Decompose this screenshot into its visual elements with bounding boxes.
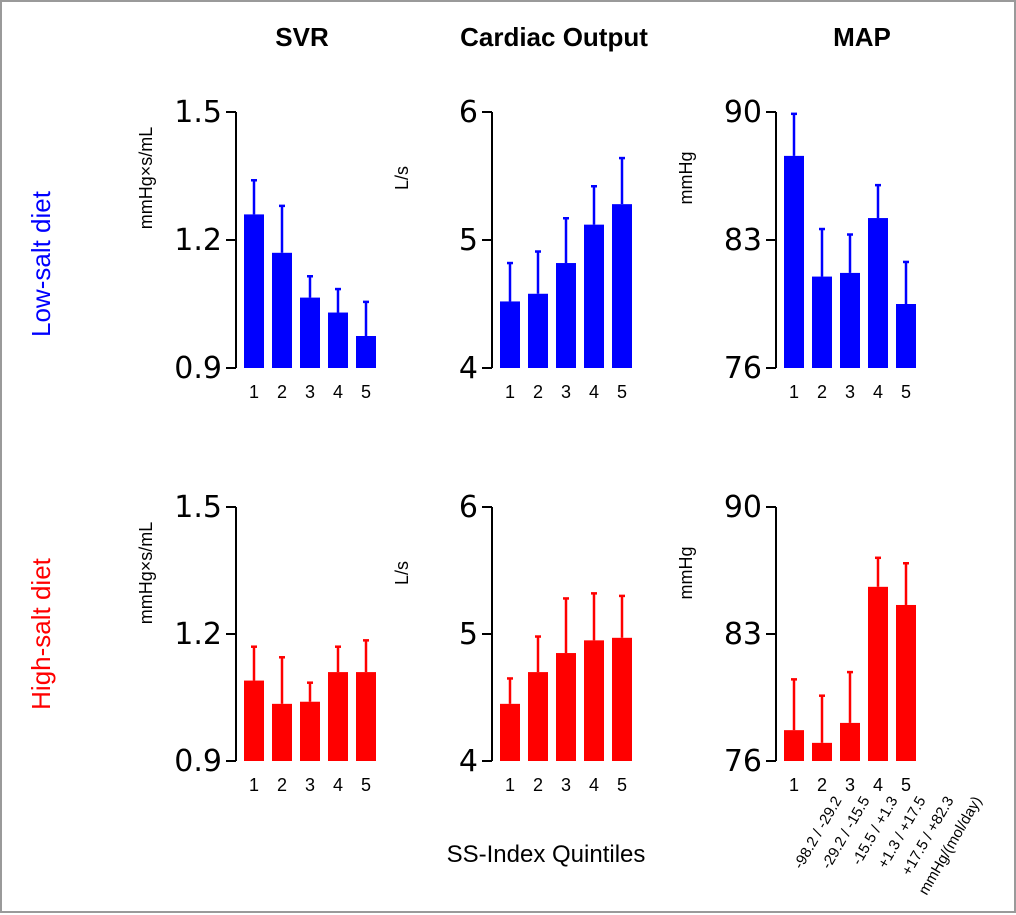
bar (896, 304, 916, 368)
bar (840, 722, 860, 761)
chart-svr-low-salt: 0.9 1.2 1.5 mmHg×s/mL 1 2 3 4 5 (136, 95, 376, 402)
y-tick-label: 1.5 (174, 490, 222, 525)
x-tick-label: 3 (845, 775, 855, 795)
bar (868, 586, 888, 761)
x-tick-label: 3 (305, 382, 315, 402)
x-tick-label: 2 (533, 775, 543, 795)
bar (356, 672, 376, 761)
y-tick-label: 83 (724, 223, 762, 258)
x-tick-label: 3 (845, 382, 855, 402)
x-tick-label: 5 (901, 775, 911, 795)
bar (812, 276, 832, 368)
row-label-high-salt: High-salt diet (26, 557, 56, 710)
y-tick-label: 5 (459, 617, 478, 652)
column-title-cardiac-output: Cardiac Output (460, 22, 648, 52)
x-tick-label: 5 (617, 382, 627, 402)
chart-map-high-salt: 76 83 90 mmHg 1 2 3 4 5 (676, 490, 916, 795)
x-tick-label: 2 (277, 775, 287, 795)
x-tick-label: 3 (305, 775, 315, 795)
bar (244, 214, 264, 368)
bar (584, 640, 604, 761)
y-tick-label: 6 (459, 490, 478, 525)
bar (272, 703, 292, 761)
x-tick-label: 4 (333, 775, 343, 795)
x-tick-label: 3 (561, 382, 571, 402)
bar (300, 297, 320, 368)
x-tick-label: 4 (333, 382, 343, 402)
bar (840, 272, 860, 368)
bar (272, 252, 292, 368)
bar (812, 742, 832, 761)
y-axis-label: mmHg (676, 152, 696, 205)
y-tick-label: 4 (459, 351, 478, 386)
x-axis-label: SS-Index Quintiles (447, 841, 646, 868)
y-axis-label: mmHg×s/mL (136, 522, 156, 625)
y-tick-label: 1.2 (174, 617, 222, 652)
bar (528, 672, 548, 761)
x-tick-label: 2 (817, 775, 827, 795)
y-tick-label: 0.9 (174, 351, 222, 386)
y-tick-label: 76 (724, 351, 762, 386)
y-tick-label: 90 (724, 95, 762, 130)
y-tick-label: 6 (459, 95, 478, 130)
y-axis-label: mmHg (676, 547, 696, 600)
x-tick-label: 4 (873, 775, 883, 795)
x-tick-label: 5 (617, 775, 627, 795)
x-tick-label: 1 (249, 382, 259, 402)
x-tick-label: 4 (589, 382, 599, 402)
bar (556, 653, 576, 761)
column-title-map: MAP (833, 22, 891, 52)
bar (300, 701, 320, 761)
x-tick-label: 1 (789, 382, 799, 402)
bar (784, 730, 804, 761)
x-tick-label: 1 (505, 775, 515, 795)
chart-map-low-salt: 76 83 90 mmHg 1 2 3 4 5 (676, 95, 916, 402)
bar (500, 703, 520, 761)
column-title-svr: SVR (275, 22, 329, 52)
y-tick-label: 1.5 (174, 95, 222, 130)
x-tick-label: 1 (789, 775, 799, 795)
x-tick-label: 3 (561, 775, 571, 795)
y-axis-label: L/s (392, 166, 412, 190)
y-axis-label: mmHg×s/mL (136, 127, 156, 230)
y-tick-label: 4 (459, 744, 478, 779)
y-axis-label: L/s (392, 561, 412, 585)
y-tick-label: 76 (724, 744, 762, 779)
bar (528, 293, 548, 368)
row-label-low-salt: Low-salt diet (26, 190, 56, 337)
y-tick-label: 1.2 (174, 223, 222, 258)
x-tick-label: 4 (873, 382, 883, 402)
bar (584, 224, 604, 368)
bar (356, 336, 376, 368)
y-tick-label: 0.9 (174, 744, 222, 779)
x-tick-label: 4 (589, 775, 599, 795)
bar (784, 155, 804, 368)
bar (244, 680, 264, 761)
bar (612, 204, 632, 368)
x-tick-label: 5 (361, 775, 371, 795)
bar (328, 672, 348, 761)
bar (500, 301, 520, 368)
bar (612, 637, 632, 761)
bar (328, 312, 348, 368)
x-tick-label: 2 (277, 382, 287, 402)
x-tick-label: 5 (901, 382, 911, 402)
x-tick-label: 2 (817, 382, 827, 402)
bar (868, 218, 888, 368)
x-tick-label: 1 (505, 382, 515, 402)
x-tick-label: 5 (361, 382, 371, 402)
x-tick-label: 1 (249, 775, 259, 795)
chart-svr-high-salt: 0.9 1.2 1.5 mmHg×s/mL 1 2 3 4 5 (136, 490, 376, 795)
x-tick-label: 2 (533, 382, 543, 402)
bar (556, 263, 576, 368)
y-tick-label: 83 (724, 617, 762, 652)
y-tick-label: 5 (459, 223, 478, 258)
bar (896, 604, 916, 761)
y-tick-label: 90 (724, 490, 762, 525)
